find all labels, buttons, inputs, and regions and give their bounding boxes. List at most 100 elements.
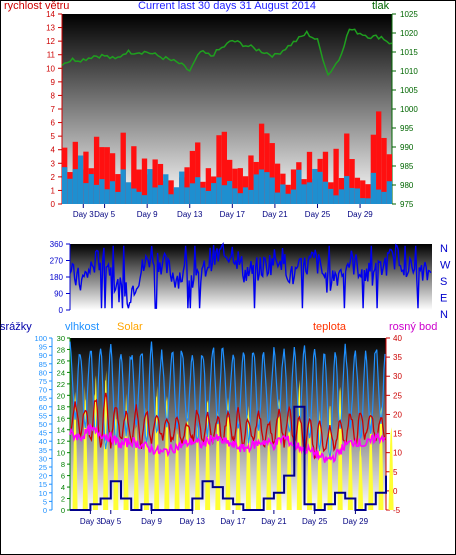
- wind-gust-bar: [258, 123, 265, 204]
- humidity-tick-label: 30: [39, 454, 47, 463]
- wind-gust-bar: [322, 151, 329, 204]
- x-tick-label: Day 21: [262, 210, 288, 219]
- pressure-tick-label: 1020: [400, 29, 418, 38]
- wind-avg-bar: [365, 198, 371, 204]
- wind-avg-bar: [237, 193, 243, 204]
- wind-avg-bar: [290, 189, 297, 204]
- wind-gust-bar: [333, 148, 339, 204]
- wind-avg-bar: [360, 198, 366, 204]
- solar-tick-label: 28: [57, 345, 65, 354]
- solar-spike: [205, 399, 211, 510]
- direction-tick-label: 270: [50, 257, 64, 266]
- wind-avg-bar: [211, 183, 217, 204]
- wind-gust-bar: [157, 163, 164, 204]
- wind-avg-bar: [354, 188, 361, 204]
- wind-gust-bar: [360, 180, 366, 204]
- solar-tick-label: 30: [57, 334, 65, 343]
- wind-tick-label: 3: [51, 159, 56, 168]
- direction-tick-label: 90: [54, 290, 63, 299]
- wind-tick-label: 8: [51, 91, 56, 100]
- solar-spike: [215, 410, 221, 510]
- compass-label-e: E: [440, 293, 447, 305]
- wind-avg-bar: [200, 187, 206, 204]
- solar-spike: [92, 375, 98, 510]
- wind-gust-bar: [344, 133, 350, 204]
- compass-label-n: N: [440, 309, 448, 321]
- humidity-tick-label: 45: [39, 429, 47, 438]
- wind-gust-bar: [141, 158, 148, 204]
- pressure-tick-label: 1010: [400, 67, 418, 76]
- solar-spike: [347, 438, 353, 510]
- temperature-tick-label: 35: [393, 353, 402, 362]
- wind-gust-bar: [248, 155, 254, 204]
- pressure-tick-label: 985: [400, 162, 414, 171]
- humidity-tick-label: 85: [39, 360, 47, 369]
- wind-gust-bar: [104, 147, 110, 204]
- pressure-tick-label: 980: [400, 181, 414, 190]
- wind-gust-bar: [189, 150, 196, 204]
- x-tick-label: Day 29: [343, 517, 369, 526]
- temperature-tick-label: -5: [393, 506, 401, 515]
- solar-tick-label: 16: [57, 414, 65, 423]
- wind-avg-bar: [258, 169, 265, 204]
- x-tick-label: Day 17: [220, 517, 246, 526]
- wind-avg-bar: [120, 169, 126, 204]
- wind-avg-bar: [285, 193, 291, 204]
- wind-avg-bar: [253, 174, 259, 204]
- solar-spike: [194, 425, 200, 510]
- wind-avg-bar: [67, 178, 73, 204]
- x-tick-label: Day 13: [180, 517, 206, 526]
- temperature-tick-label: 30: [393, 372, 402, 381]
- solar-spike: [82, 385, 88, 510]
- x-tick-label: Day 17: [220, 210, 246, 219]
- x-tick-label: Day 3: [80, 517, 101, 526]
- wind-avg-bar: [83, 183, 89, 204]
- x-tick-label: Day 9: [141, 517, 162, 526]
- humidity-tick-label: 75: [39, 377, 47, 386]
- wind-avg-bar: [72, 169, 78, 204]
- humidity-tick-label: 5: [43, 497, 47, 506]
- humidity-tick-label: 0: [43, 506, 47, 515]
- wind-speed-label: rychlost větru: [4, 0, 69, 12]
- wind-avg-bar: [115, 191, 121, 204]
- solar-spike: [378, 406, 384, 510]
- wind-avg-bar: [242, 187, 249, 204]
- humidity-tick-label: 25: [39, 463, 47, 472]
- x-tick-label: Day 29: [347, 210, 373, 219]
- wind-avg-bar: [328, 188, 334, 204]
- solar-spike: [317, 410, 323, 510]
- wind-gust-bar: [269, 143, 275, 204]
- compass-label-n: N: [440, 243, 448, 255]
- solar-spike: [235, 419, 241, 510]
- solar-spike: [266, 433, 272, 510]
- wind-gust-bar: [184, 167, 190, 204]
- wind-avg-bar: [232, 188, 238, 204]
- wind-avg-bar: [296, 169, 302, 204]
- wind-gust-bar: [381, 137, 387, 204]
- solar-spike: [358, 438, 364, 510]
- wind-avg-bar: [221, 185, 227, 204]
- humidity-tick-label: 100: [34, 334, 47, 343]
- wind-gust-bar: [205, 168, 212, 204]
- x-tick-label: Day 5: [100, 517, 121, 526]
- wind-gust-bar: [168, 180, 174, 204]
- wind-avg-bar: [322, 181, 329, 204]
- wind-gust-bar: [93, 136, 100, 204]
- wind-tick-label: 7: [51, 105, 56, 114]
- wind-avg-bar: [370, 172, 377, 204]
- solar-tick-label: 8: [61, 460, 65, 469]
- pressure-line: [61, 28, 393, 77]
- wind-avg-bar: [109, 181, 116, 204]
- temperature-tick-label: 25: [393, 391, 402, 400]
- wind-tick-label: 1: [51, 186, 56, 195]
- wind-avg-bar: [62, 167, 68, 204]
- wind-gust-bar: [131, 146, 137, 204]
- direction-tick-label: 180: [50, 273, 64, 282]
- wind-tick-label: 9: [51, 78, 56, 87]
- pressure-tick-label: 990: [400, 143, 414, 152]
- wind-avg-bar: [269, 177, 275, 204]
- solar-spike: [276, 398, 282, 510]
- solar-spike: [72, 391, 78, 510]
- humidity-tick-label: 50: [39, 420, 47, 429]
